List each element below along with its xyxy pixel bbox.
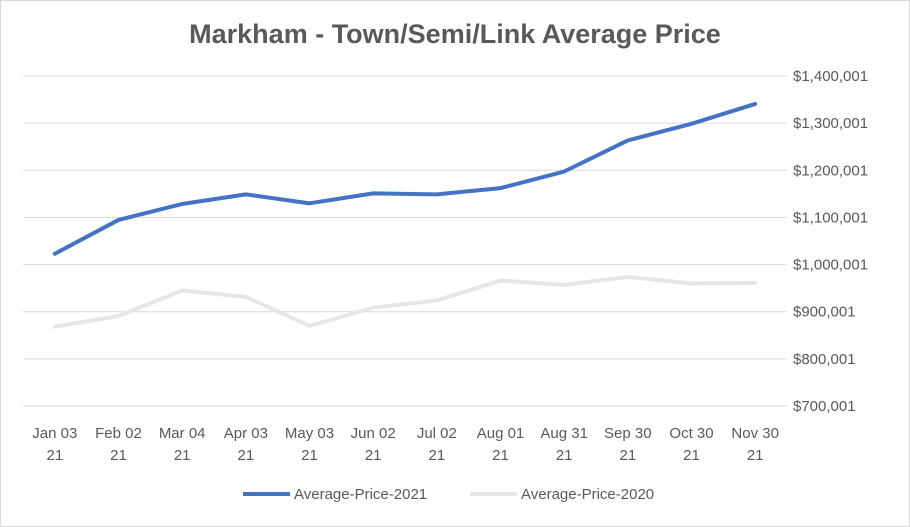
y-tick-label: $1,300,001 bbox=[793, 115, 868, 132]
x-tick-label: Jul 02 bbox=[417, 425, 457, 442]
x-tick-label-year: 21 bbox=[174, 447, 191, 464]
x-tick-label-year: 21 bbox=[365, 447, 382, 464]
legend-label: Average-Price-2020 bbox=[521, 486, 654, 503]
y-tick-label: $700,001 bbox=[793, 398, 856, 415]
x-tick-label-year: 21 bbox=[556, 447, 573, 464]
x-tick-label-year: 21 bbox=[237, 447, 254, 464]
chart-title: Markham - Town/Semi/Link Average Price bbox=[189, 19, 721, 49]
x-tick-label: Nov 30 bbox=[731, 425, 779, 442]
y-tick-label: $1,200,001 bbox=[793, 162, 868, 179]
x-tick-label-year: 21 bbox=[46, 447, 63, 464]
x-tick-label-year: 21 bbox=[428, 447, 445, 464]
x-tick-label: Apr 03 bbox=[224, 425, 268, 442]
y-tick-label: $1,400,001 bbox=[793, 68, 868, 85]
x-tick-label-year: 21 bbox=[683, 447, 700, 464]
x-tick-label: Oct 30 bbox=[669, 425, 713, 442]
x-tick-label: Aug 31 bbox=[540, 425, 588, 442]
y-tick-label: $800,001 bbox=[793, 351, 856, 368]
series-line-average-price-2021 bbox=[52, 101, 758, 256]
x-tick-label: Jun 02 bbox=[351, 425, 396, 442]
x-tick-label: Aug 01 bbox=[477, 425, 525, 442]
x-tick-label: May 03 bbox=[285, 425, 334, 442]
x-tick-label: Sep 30 bbox=[604, 425, 652, 442]
x-tick-label-year: 21 bbox=[301, 447, 318, 464]
x-tick-label: Jan 03 bbox=[32, 425, 77, 442]
x-tick-label: Mar 04 bbox=[159, 425, 206, 442]
series-line-average-price-2020 bbox=[52, 274, 758, 329]
x-tick-label-year: 21 bbox=[492, 447, 509, 464]
y-tick-label: $900,001 bbox=[793, 304, 856, 321]
y-tick-label: $1,000,001 bbox=[793, 257, 868, 274]
x-tick-label-year: 21 bbox=[619, 447, 636, 464]
x-tick-label: Feb 02 bbox=[95, 425, 142, 442]
x-tick-label-year: 21 bbox=[110, 447, 127, 464]
legend-label: Average-Price-2021 bbox=[294, 486, 427, 503]
x-tick-label-year: 21 bbox=[747, 447, 764, 464]
y-tick-label: $1,100,001 bbox=[793, 209, 868, 226]
